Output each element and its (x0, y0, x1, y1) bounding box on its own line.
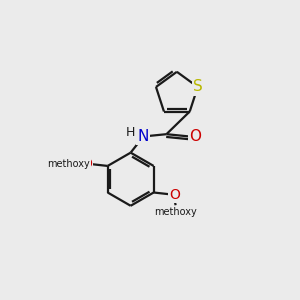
Text: H: H (126, 126, 135, 139)
Text: O: O (81, 157, 92, 171)
Text: N: N (138, 129, 149, 144)
Text: O: O (189, 129, 201, 144)
Text: methoxy: methoxy (154, 207, 197, 217)
Text: S: S (193, 80, 202, 94)
Text: methoxy: methoxy (47, 159, 90, 169)
Text: O: O (169, 188, 180, 202)
